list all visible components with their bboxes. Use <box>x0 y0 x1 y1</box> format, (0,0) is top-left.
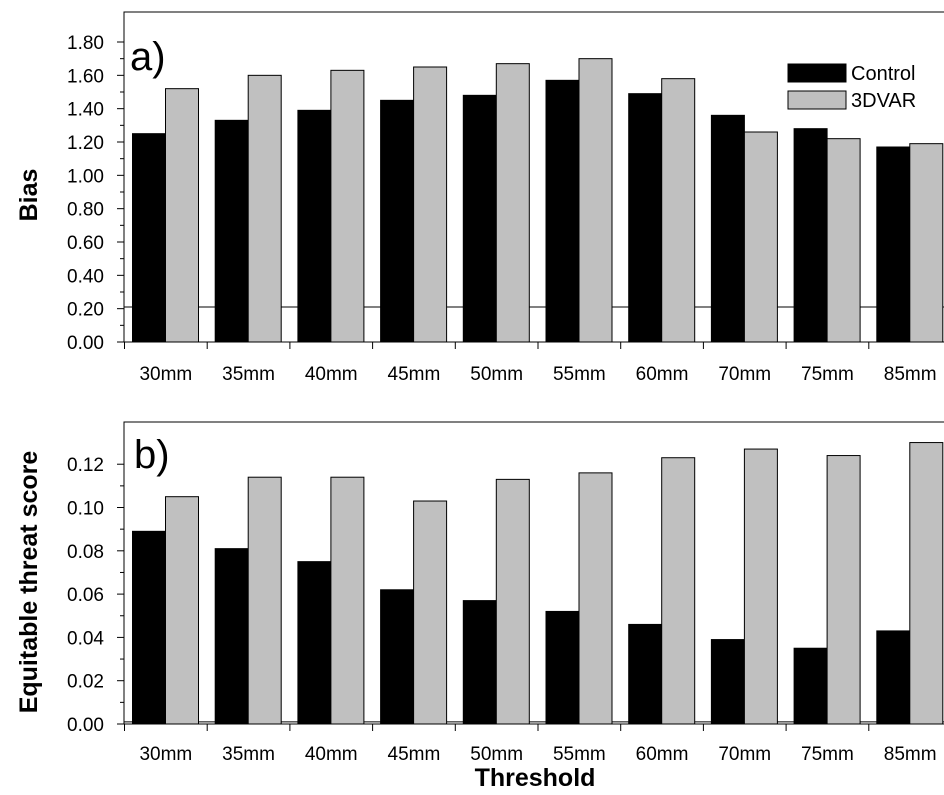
x-tick-label: 85mm <box>884 744 937 765</box>
y-tick-label: 0.12 <box>67 455 104 476</box>
y-tick-label: 0.06 <box>67 585 104 606</box>
y-tick-label: 0.00 <box>67 333 104 354</box>
y-tick-label: 1.60 <box>67 66 104 87</box>
x-tick-label: 40mm <box>305 364 358 385</box>
plot-frame-a <box>123 11 944 343</box>
y-tick-label: 0.04 <box>67 628 104 649</box>
x-tick-label: 60mm <box>636 364 689 385</box>
bar-control-30mm <box>132 133 166 343</box>
x-tick-label: 75mm <box>801 364 854 385</box>
bar-3dvar-55mm <box>578 58 613 343</box>
y-tick-label: 1.40 <box>67 100 104 121</box>
x-tick-label: 85mm <box>884 364 937 385</box>
bar-control-30mm <box>132 530 166 725</box>
bar-control-60mm <box>628 623 663 725</box>
x-tick-label: 35mm <box>222 364 275 385</box>
y-axis-title-a: Bias <box>15 169 43 222</box>
y-tick-label: 1.00 <box>67 166 104 187</box>
bar-3dvar-30mm <box>165 88 199 343</box>
y-tick-label: 1.20 <box>67 133 104 154</box>
bar-control-35mm <box>214 119 249 343</box>
y-tick-label: 0.08 <box>67 542 104 563</box>
y-tick-label: 0.60 <box>67 233 104 254</box>
bar-control-60mm <box>628 93 663 343</box>
bar-control-45mm <box>380 99 415 343</box>
chart-panel-b: b) Equitable threat score Threshold 0.00… <box>15 421 944 792</box>
bar-control-85mm <box>876 630 911 725</box>
bar-3dvar-35mm <box>247 74 282 343</box>
x-tick-label: 70mm <box>718 364 771 385</box>
bar-3dvar-75mm <box>826 455 861 725</box>
x-tick-label: 50mm <box>470 364 523 385</box>
bar-3dvar-45mm <box>413 500 448 725</box>
y-tick-label: 0.80 <box>67 200 104 221</box>
bar-control-50mm <box>462 94 497 343</box>
legend-swatch-control <box>787 63 847 83</box>
bar-control-55mm <box>545 79 580 343</box>
bar-3dvar-85mm <box>909 442 944 725</box>
y-tick-label: 0.20 <box>67 300 104 321</box>
bar-3dvar-70mm <box>743 448 778 725</box>
bar-control-40mm <box>297 109 332 343</box>
legend-a: Control 3DVAR <box>787 63 916 112</box>
bar-control-50mm <box>462 600 497 725</box>
bar-control-35mm <box>214 548 249 725</box>
x-tick-label: 40mm <box>305 744 358 765</box>
legend-label-control: Control <box>851 63 915 85</box>
bar-control-75mm <box>793 647 828 725</box>
x-tick-label: 70mm <box>718 744 771 765</box>
x-axis-title-b: Threshold <box>475 764 596 792</box>
x-tick-label: 30mm <box>139 744 192 765</box>
y-tick-label: 0.02 <box>67 672 104 693</box>
bar-control-75mm <box>793 128 828 343</box>
bar-control-55mm <box>545 610 580 725</box>
bar-control-45mm <box>380 589 415 725</box>
x-tick-label: 45mm <box>388 364 441 385</box>
bar-3dvar-85mm <box>909 143 944 343</box>
bar-3dvar-55mm <box>578 472 613 725</box>
bar-3dvar-30mm <box>165 496 199 725</box>
bar-3dvar-45mm <box>413 66 448 343</box>
bar-3dvar-50mm <box>495 478 530 725</box>
x-tick-label: 45mm <box>388 744 441 765</box>
chart-panel-a: a) Bias Control 3DVAR 0.00 0.20 0.40 0.60 0.… <box>15 11 944 385</box>
panel-label-a: a) <box>130 35 166 79</box>
y-tick-label: 1.80 <box>67 33 104 54</box>
legend-swatch-3dvar <box>787 90 847 110</box>
y-tick-label: 0.10 <box>67 499 104 520</box>
bar-3dvar-35mm <box>247 476 282 725</box>
x-tick-label: 30mm <box>139 364 192 385</box>
y-tick-label: 0.40 <box>67 266 104 287</box>
y-axis-title-b: Equitable threat score <box>15 451 43 714</box>
bar-control-70mm <box>710 114 745 343</box>
x-tick-label: 55mm <box>553 364 606 385</box>
legend-label-3dvar: 3DVAR <box>851 90 916 112</box>
x-tick-label: 60mm <box>636 744 689 765</box>
bar-control-70mm <box>710 639 745 725</box>
bar-3dvar-60mm <box>661 78 696 343</box>
bar-control-40mm <box>297 561 332 725</box>
x-tick-label: 50mm <box>470 744 523 765</box>
bar-3dvar-40mm <box>330 476 365 725</box>
panel-label-b: b) <box>134 433 170 477</box>
bar-3dvar-75mm <box>826 138 861 343</box>
bar-3dvar-50mm <box>495 63 530 343</box>
bar-3dvar-70mm <box>743 131 778 343</box>
x-tick-label: 75mm <box>801 744 854 765</box>
y-tick-label: 0.00 <box>67 715 104 736</box>
x-tick-label: 55mm <box>553 744 606 765</box>
bar-control-85mm <box>876 146 911 343</box>
plot-frame-b <box>123 421 944 725</box>
bar-3dvar-40mm <box>330 69 365 343</box>
x-tick-label: 35mm <box>222 744 275 765</box>
bar-3dvar-60mm <box>661 457 696 725</box>
